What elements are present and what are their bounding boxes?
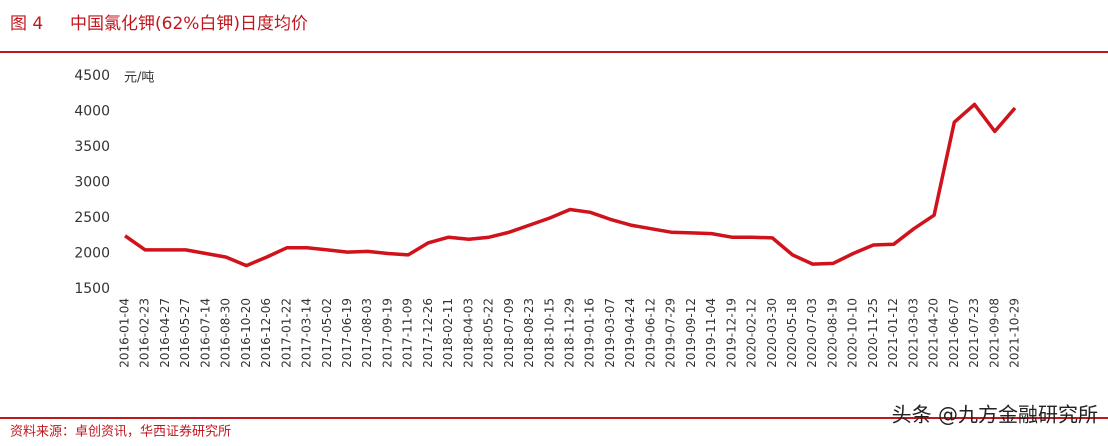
x-tick-label: 2016-10-20 — [239, 298, 253, 368]
y-tick-label: 4000 — [74, 104, 110, 120]
y-tick-label: 3500 — [74, 139, 110, 155]
x-tick-label: 2017-08-03 — [360, 298, 374, 368]
x-tick-label: 2019-04-24 — [623, 298, 637, 368]
y-tick-label: 4500 — [74, 68, 110, 84]
x-tick-label: 2019-03-07 — [603, 298, 617, 368]
x-tick-label: 2018-04-03 — [461, 298, 475, 368]
price-line — [123, 102, 1017, 268]
x-tick-label: 2019-06-12 — [643, 298, 657, 368]
x-tick-label: 2020-08-19 — [825, 298, 839, 368]
source: 资料来源：卓创资讯，华西证券研究所 — [10, 424, 231, 440]
x-tick-label: 2017-05-02 — [320, 298, 334, 368]
x-tick-label: 2017-01-22 — [279, 298, 293, 368]
x-tick-label: 2016-01-04 — [118, 298, 132, 368]
x-tick-label: 2021-09-08 — [987, 298, 1001, 368]
x-tick-label: 2016-04-27 — [158, 298, 172, 368]
x-tick-label: 2021-06-07 — [947, 298, 961, 368]
x-tick-label: 2019-09-12 — [684, 298, 698, 368]
footer-rule — [0, 417, 1108, 419]
x-tick-label: 2016-05-27 — [178, 298, 192, 368]
x-tick-label: 2017-09-19 — [380, 298, 394, 368]
x-tick-label: 2017-11-09 — [401, 298, 415, 368]
y-unit: 元/吨 — [124, 71, 154, 86]
x-tick-label: 2020-02-12 — [745, 298, 759, 368]
x-tick-label: 2018-02-11 — [441, 298, 455, 368]
x-tick-label: 2018-08-23 — [522, 298, 536, 368]
x-tick-label: 2020-05-18 — [785, 298, 799, 368]
x-tick-label: 2018-11-29 — [563, 298, 577, 368]
x-tick-label: 2021-03-03 — [906, 298, 920, 368]
x-tick-label: 2020-07-03 — [805, 298, 819, 368]
x-tick-label: 2016-08-30 — [219, 298, 233, 368]
y-tick-label: 1500 — [74, 281, 110, 297]
x-tick-label: 2021-04-20 — [927, 298, 941, 368]
x-tick-label: 2021-10-29 — [1008, 298, 1022, 368]
x-tick-label: 2019-11-04 — [704, 298, 718, 368]
x-tick-label: 2017-06-19 — [340, 298, 354, 368]
x-tick-label: 2017-03-14 — [300, 298, 314, 368]
x-tick-label: 2016-12-06 — [259, 298, 273, 368]
x-tick-label: 2021-01-12 — [886, 298, 900, 368]
x-tick-label: 2019-12-19 — [724, 298, 738, 368]
watermark: 头条 @九方金融研究所 — [892, 403, 1098, 427]
x-tick-label: 2020-10-10 — [846, 298, 860, 368]
x-tick-label: 2018-05-22 — [482, 298, 496, 368]
x-tick-label: 2020-03-30 — [765, 298, 779, 368]
x-tick-label: 2021-07-23 — [967, 298, 981, 368]
x-tick-label: 2019-07-29 — [664, 298, 678, 368]
x-tick-label: 2016-02-23 — [138, 298, 152, 368]
y-tick-label: 3000 — [74, 175, 110, 191]
x-tick-label: 2020-11-25 — [866, 298, 880, 368]
chart-title: 中国氯化钾(62%白钾)日度均价 — [70, 14, 308, 34]
title-rule — [0, 51, 1108, 53]
y-tick-label: 2000 — [74, 246, 110, 262]
x-tick-label: 2017-12-26 — [421, 298, 435, 368]
x-tick-label: 2019-01-16 — [583, 298, 597, 368]
x-tick-label: 2018-07-09 — [502, 298, 516, 368]
y-tick-label: 2500 — [74, 210, 110, 226]
x-tick-label: 2018-10-15 — [542, 298, 556, 368]
x-tick-label: 2016-07-14 — [198, 298, 212, 368]
figure-label: 图 4 — [10, 14, 43, 34]
